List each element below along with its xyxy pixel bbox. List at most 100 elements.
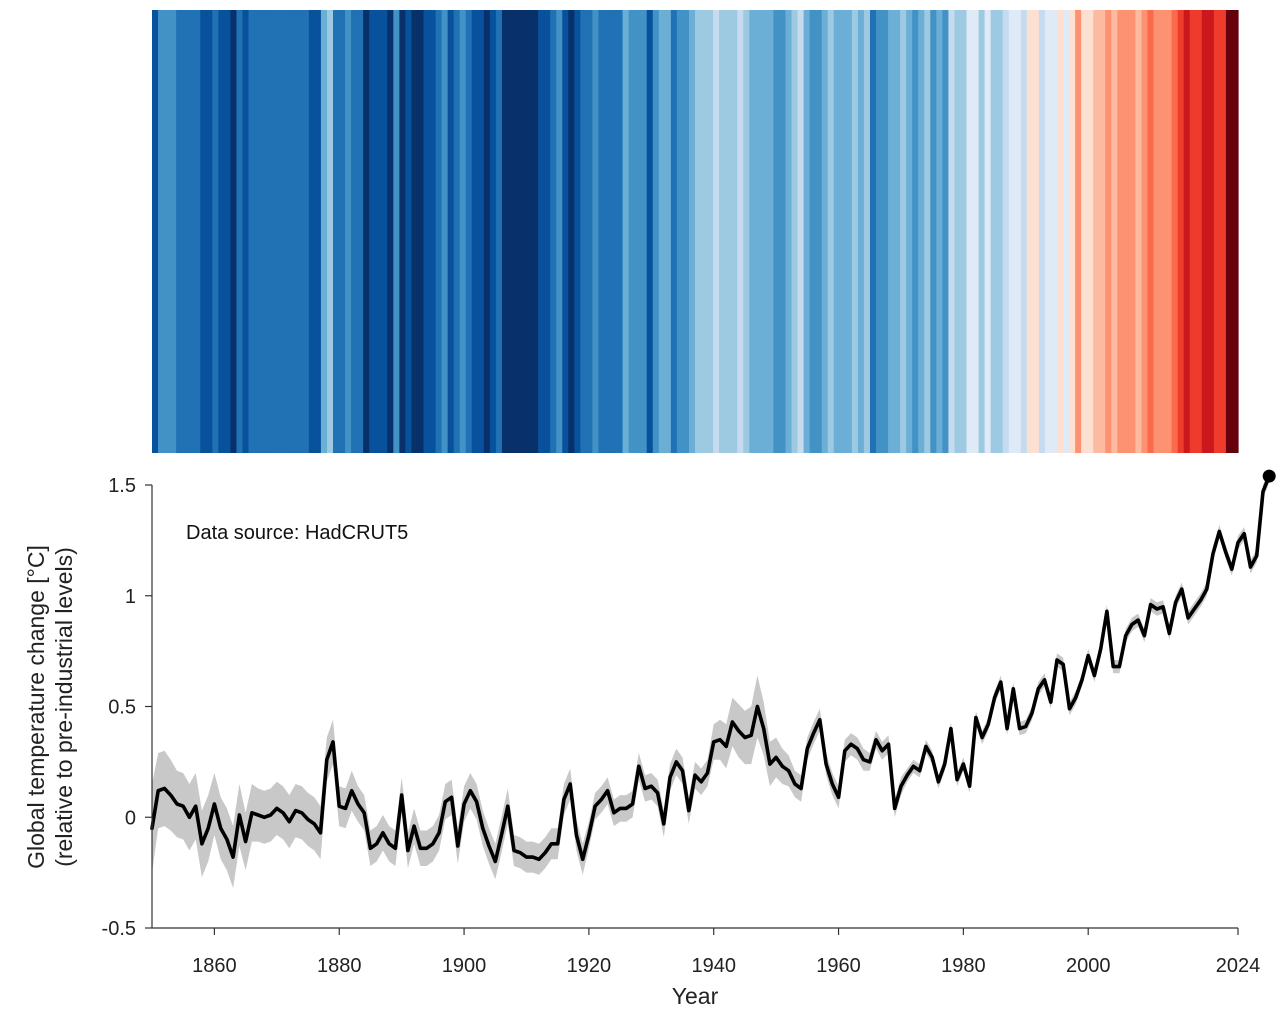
- stripe: [918, 10, 925, 453]
- x-tick-label: 2000: [1066, 955, 1111, 977]
- stripe: [978, 10, 986, 453]
- stripe: [556, 10, 563, 453]
- stripe: [1002, 10, 1010, 453]
- stripe: [1093, 10, 1100, 453]
- stripe: [550, 10, 557, 453]
- stripe: [664, 10, 672, 453]
- stripe: [797, 10, 805, 453]
- stripe: [676, 10, 684, 453]
- stripe: [803, 10, 811, 453]
- stripe: [1044, 10, 1052, 453]
- x-tick-label: 1940: [691, 955, 736, 977]
- stripe: [375, 10, 382, 453]
- stripe: [218, 10, 225, 453]
- stripe: [1117, 10, 1124, 453]
- stripe: [296, 10, 304, 453]
- stripe: [1020, 10, 1028, 453]
- stripe: [320, 10, 328, 453]
- stripe: [411, 10, 419, 453]
- stripe: [194, 10, 201, 453]
- stripe: [363, 10, 370, 453]
- stripe: [996, 10, 1004, 453]
- stripe: [990, 10, 998, 453]
- stripe: [1231, 10, 1239, 453]
- stripe: [1123, 10, 1130, 453]
- stripe: [164, 10, 171, 453]
- stripe: [845, 10, 853, 453]
- stripe: [839, 10, 847, 453]
- stripe: [592, 10, 600, 453]
- stripe: [1153, 10, 1161, 453]
- line-chart: 1.5 1 0.5 0 -0.5 1860 1880 1900 1920 1940 1960 198…: [23, 469, 1276, 1009]
- stripe: [435, 10, 443, 453]
- stripe: [719, 10, 726, 453]
- stripe: [345, 10, 352, 453]
- stripe: [1177, 10, 1185, 453]
- stripe: [260, 10, 268, 453]
- stripe: [640, 10, 648, 453]
- stripe: [248, 10, 256, 453]
- stripe: [972, 10, 980, 453]
- stripe: [453, 10, 461, 453]
- stripe: [1105, 10, 1112, 453]
- stripe: [284, 10, 292, 453]
- stripe: [272, 10, 280, 453]
- y-tick-label: 1: [125, 586, 136, 608]
- x-tick-label: 1880: [317, 955, 362, 977]
- stripe: [471, 10, 479, 453]
- stripe: [767, 10, 775, 453]
- x-ticks: 1860 1880 1900 1920 1940 1960 1980 2000 2024: [192, 928, 1260, 977]
- stripe: [761, 10, 768, 453]
- stripe: [628, 10, 636, 453]
- stripe: [393, 10, 400, 453]
- stripe: [526, 10, 533, 453]
- stripe: [417, 10, 425, 453]
- stripe: [1183, 10, 1191, 453]
- stripe: [236, 10, 244, 453]
- stripe: [200, 10, 207, 453]
- stripe: [1032, 10, 1040, 453]
- stripe: [658, 10, 666, 453]
- stripe: [701, 10, 708, 453]
- stripe: [707, 10, 714, 453]
- stripe: [1026, 10, 1034, 453]
- x-tick-label: 1900: [442, 955, 487, 977]
- stripe: [254, 10, 262, 453]
- stripe: [1159, 10, 1167, 453]
- stripe: [743, 10, 750, 453]
- stripe: [351, 10, 358, 453]
- stripe: [912, 10, 919, 453]
- stripe: [1141, 10, 1149, 453]
- stripe: [314, 10, 322, 453]
- stripe: [206, 10, 213, 453]
- stripe: [634, 10, 642, 453]
- stripe: [1008, 10, 1016, 453]
- stripe: [459, 10, 467, 453]
- stripe: [532, 10, 539, 453]
- stripe: [514, 10, 521, 453]
- data-source-annotation: Data source: HadCRUT5: [186, 522, 408, 544]
- stripe: [188, 10, 195, 453]
- stripe: [212, 10, 219, 453]
- stripe: [731, 10, 738, 453]
- stripe: [1195, 10, 1203, 453]
- stripe: [152, 10, 159, 453]
- stripe: [429, 10, 437, 453]
- stripe: [568, 10, 575, 453]
- stripe: [604, 10, 612, 453]
- stripe: [737, 10, 744, 453]
- stripe: [695, 10, 702, 453]
- stripe: [580, 10, 587, 453]
- stripe: [1057, 10, 1064, 453]
- stripe: [888, 10, 895, 453]
- stripe: [894, 10, 901, 453]
- y-tick-label: -0.5: [102, 918, 136, 940]
- stripe: [930, 10, 937, 453]
- stripe: [182, 10, 189, 453]
- stripe: [1069, 10, 1076, 453]
- stripe: [688, 10, 696, 453]
- stripe: [308, 10, 316, 453]
- x-tick-label: 1860: [192, 955, 237, 977]
- stripe: [966, 10, 974, 453]
- stripe: [749, 10, 756, 453]
